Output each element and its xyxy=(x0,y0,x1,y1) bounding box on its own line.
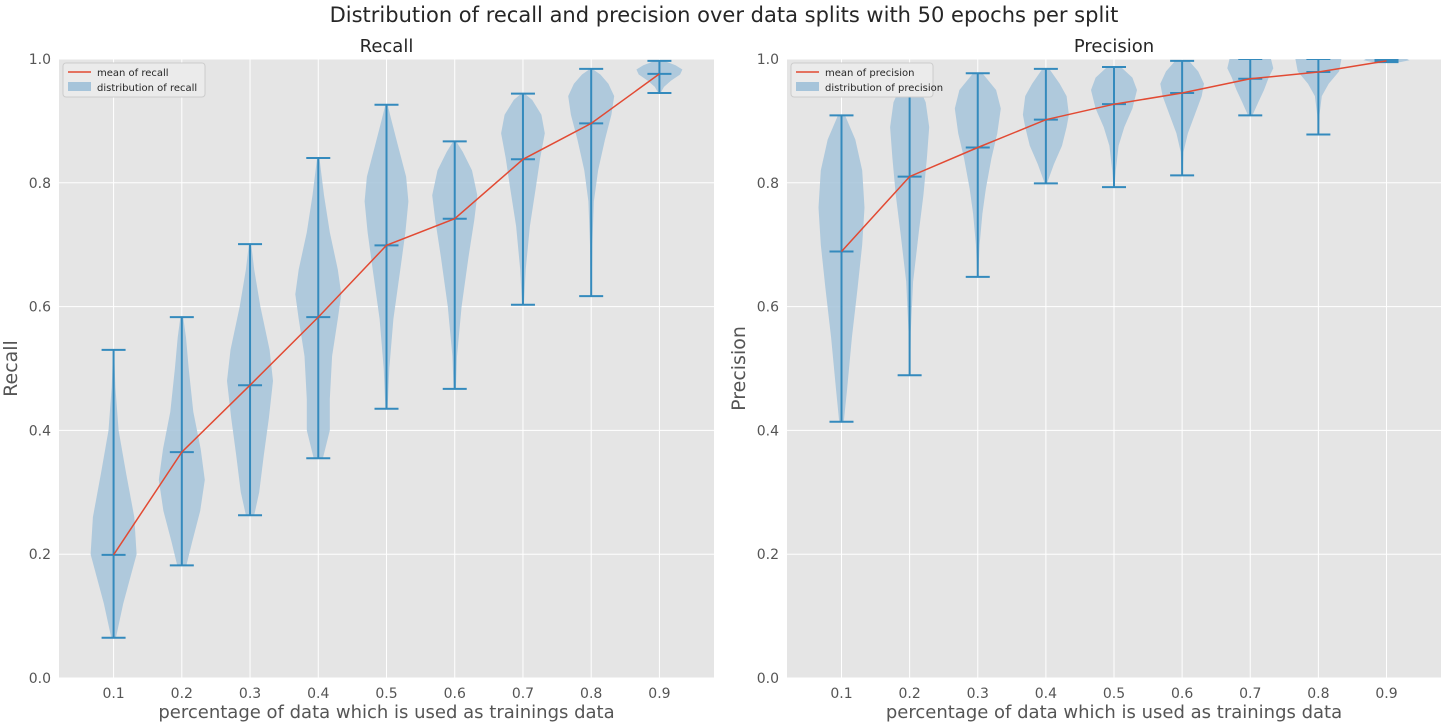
precision-legend-dist-label: distribution of precision xyxy=(825,83,943,94)
precision-panel: 0.0 0.2 0.4 0.6 0.8 1.0 0.1 0.2 0.3 0.4 0.5 0.6 0.7 0… xyxy=(728,36,1441,723)
recall-ylabel: Recall xyxy=(0,340,22,397)
precision-ytick-label: 0.4 xyxy=(757,423,779,439)
recall-xtick-label: 0.3 xyxy=(239,686,261,702)
recall-ytick-label: 0.2 xyxy=(29,547,51,563)
precision-xtick-label: 0.8 xyxy=(1307,686,1329,702)
precision-mean-line xyxy=(840,60,1387,253)
precision-xtick-label: 0.3 xyxy=(967,686,989,702)
precision-xtick-label: 0.5 xyxy=(1103,686,1125,702)
recall-ytick-label: 0.0 xyxy=(29,671,51,687)
precision-xtick-label: 0.1 xyxy=(830,686,852,702)
recall-xtick-label: 0.8 xyxy=(580,686,602,702)
precision-xtick-label: 0.4 xyxy=(1035,686,1057,702)
precision-violins xyxy=(818,59,1410,423)
precision-ytick-label: 0.8 xyxy=(757,176,779,192)
recall-legend-fill-swatch xyxy=(68,82,91,91)
precision-xtick-label: 0.9 xyxy=(1375,686,1397,702)
recall-xlabel: percentage of data which is used as trai… xyxy=(158,702,614,723)
recall-legend-mean-label: mean of recall xyxy=(97,68,169,79)
recall-ytick-label: 0.4 xyxy=(29,423,51,439)
precision-title: Precision xyxy=(1074,36,1154,57)
recall-xtick-label: 0.9 xyxy=(648,686,670,702)
precision-xtick-label: 0.6 xyxy=(1171,686,1193,702)
precision-ytick-label: 0.2 xyxy=(757,547,779,563)
precision-legend-box xyxy=(790,62,934,98)
precision-xtick-label: 0.2 xyxy=(898,686,920,702)
recall-ytick-label: 0.6 xyxy=(29,300,51,316)
recall-panel: 0.0 0.2 0.4 0.6 0.8 1.0 0.1 0.2 0.3 0.4 0.5 0.6 0.7 0… xyxy=(0,36,714,723)
precision-legend-mean-label: mean of precision xyxy=(825,68,914,79)
recall-xtick-label: 0.7 xyxy=(512,686,534,702)
figure-title: Distribution of recall and precision ove… xyxy=(330,3,1119,27)
recall-ytick-label: 0.8 xyxy=(29,176,51,192)
recall-xtick-label: 0.6 xyxy=(444,686,466,702)
precision-ytick-label: 0.6 xyxy=(757,300,779,316)
precision-ytick-label: 1.0 xyxy=(757,52,779,68)
precision-xtick-label: 0.7 xyxy=(1239,686,1261,702)
recall-xtick-label: 0.1 xyxy=(102,686,124,702)
recall-legend-dist-label: distribution of recall xyxy=(97,83,197,94)
recall-title: Recall xyxy=(360,36,414,57)
recall-ytick-label: 1.0 xyxy=(29,52,51,68)
recall-xtick-label: 0.4 xyxy=(307,686,329,702)
recall-xtick-label: 0.5 xyxy=(375,686,397,702)
recall-violins xyxy=(90,59,683,639)
recall-xtick-label: 0.2 xyxy=(171,686,193,702)
precision-ylabel: Precision xyxy=(728,326,750,411)
recall-mean-line xyxy=(112,73,660,556)
precision-legend-fill-swatch xyxy=(796,82,819,91)
precision-ytick-label: 0.0 xyxy=(757,671,779,687)
precision-xlabel: percentage of data which is used as trai… xyxy=(886,702,1342,723)
recall-legend-box xyxy=(62,62,206,98)
